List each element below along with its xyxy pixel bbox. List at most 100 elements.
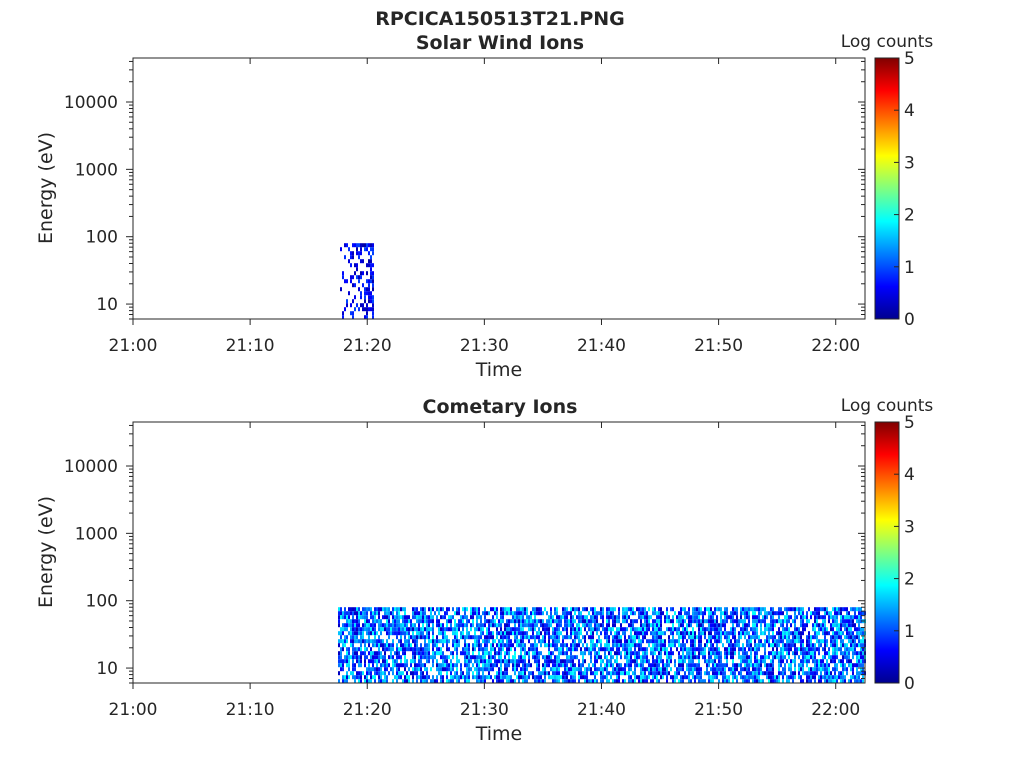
heatmap-cell bbox=[420, 647, 422, 652]
heatmap-cell bbox=[402, 627, 404, 632]
heatmap-cell bbox=[502, 611, 504, 616]
heatmap-cell bbox=[656, 623, 658, 628]
heatmap-cell bbox=[852, 615, 854, 620]
heatmap-cell bbox=[442, 643, 444, 648]
heatmap-cell bbox=[820, 623, 822, 628]
heatmap-cell bbox=[790, 615, 792, 620]
heatmap-cell bbox=[358, 631, 360, 636]
heatmap-cell bbox=[344, 639, 346, 644]
heatmap-cell bbox=[398, 675, 400, 680]
heatmap-cell bbox=[456, 659, 458, 664]
heatmap-cell bbox=[448, 615, 450, 620]
heatmap-cell bbox=[702, 619, 704, 624]
heatmap-cell bbox=[572, 655, 574, 660]
heatmap-cell bbox=[602, 647, 604, 652]
heatmap-cell bbox=[726, 631, 728, 636]
heatmap-cell bbox=[380, 627, 382, 632]
heatmap-cell bbox=[372, 655, 374, 660]
heatmap-cell bbox=[466, 651, 468, 656]
heatmap-cell bbox=[608, 619, 610, 624]
heatmap-cell bbox=[684, 655, 686, 660]
heatmap-cell bbox=[714, 623, 716, 628]
heatmap-cell bbox=[734, 675, 736, 680]
heatmap-cell bbox=[706, 619, 708, 624]
heatmap-cell bbox=[642, 651, 644, 656]
heatmap-cell bbox=[466, 659, 468, 664]
heatmap-cell bbox=[664, 663, 666, 668]
heatmap-cell bbox=[630, 679, 632, 683]
heatmap-cell bbox=[814, 655, 816, 660]
heatmap-cell bbox=[436, 663, 438, 668]
heatmap-cell bbox=[684, 611, 686, 616]
heatmap-cell bbox=[414, 655, 416, 660]
heatmap-cell bbox=[646, 667, 648, 672]
heatmap-cell bbox=[658, 615, 660, 620]
heatmap-cell bbox=[456, 671, 458, 676]
heatmap-cell bbox=[370, 243, 372, 248]
heatmap-cell bbox=[620, 635, 622, 640]
heatmap-cell bbox=[584, 619, 586, 624]
heatmap-cell bbox=[708, 611, 710, 616]
heatmap-cell bbox=[658, 651, 660, 656]
heatmap-cell bbox=[634, 647, 636, 652]
heatmap-cell bbox=[548, 643, 550, 648]
heatmap-cell bbox=[714, 611, 716, 616]
heatmap-cell bbox=[574, 635, 576, 640]
heatmap-cell bbox=[786, 647, 788, 652]
heatmap-cell bbox=[508, 643, 510, 648]
heatmap-cell bbox=[794, 655, 796, 660]
heatmap-cell bbox=[802, 639, 804, 644]
heatmap-cell bbox=[540, 639, 542, 644]
heatmap-cell bbox=[628, 663, 630, 668]
heatmap-cell bbox=[426, 627, 428, 632]
heatmap-cell bbox=[378, 651, 380, 656]
heatmap-cell bbox=[360, 651, 362, 656]
heatmap-cell bbox=[418, 655, 420, 660]
heatmap-cell bbox=[338, 655, 340, 660]
heatmap-cell bbox=[504, 627, 506, 632]
heatmap-cell bbox=[426, 679, 428, 683]
heatmap-cell bbox=[594, 647, 596, 652]
heatmap-cell bbox=[628, 667, 630, 672]
heatmap-cell bbox=[778, 667, 780, 672]
heatmap-cell bbox=[736, 675, 738, 680]
heatmap-cell bbox=[720, 655, 722, 660]
heatmap-cell bbox=[502, 679, 504, 683]
heatmap-cell bbox=[518, 675, 520, 680]
heatmap-cell bbox=[648, 667, 650, 672]
heatmap-cell bbox=[814, 675, 816, 680]
heatmap-cell bbox=[570, 607, 572, 612]
heatmap-cell bbox=[436, 619, 438, 624]
heatmap-cell bbox=[634, 619, 636, 624]
heatmap-cell bbox=[782, 647, 784, 652]
heatmap-cell bbox=[712, 643, 714, 648]
heatmap-cell bbox=[812, 627, 814, 632]
heatmap-cell bbox=[370, 259, 372, 264]
heatmap-cell bbox=[538, 631, 540, 636]
heatmap-cell bbox=[430, 619, 432, 624]
heatmap-cell bbox=[424, 667, 426, 672]
heatmap-cell bbox=[858, 615, 860, 620]
heatmap-cell bbox=[594, 663, 596, 668]
heatmap-cell bbox=[600, 607, 602, 612]
heatmap-cell bbox=[524, 651, 526, 656]
x-tick-label: 21:50 bbox=[694, 336, 743, 356]
heatmap-cell bbox=[822, 607, 824, 612]
heatmap-cell bbox=[440, 623, 442, 628]
plot-frame-cometary bbox=[132, 421, 866, 684]
heatmap-cell bbox=[616, 651, 618, 656]
heatmap-cell bbox=[370, 623, 372, 628]
heatmap-cell bbox=[526, 631, 528, 636]
heatmap-cell bbox=[406, 647, 408, 652]
heatmap-cell bbox=[472, 619, 474, 624]
heatmap-cell bbox=[486, 619, 488, 624]
heatmap-cell bbox=[662, 631, 664, 636]
heatmap-cell bbox=[606, 611, 608, 616]
heatmap-cell bbox=[342, 631, 344, 636]
heatmap-cell bbox=[628, 679, 630, 683]
heatmap-cell bbox=[588, 679, 590, 683]
heatmap-cell bbox=[748, 635, 750, 640]
heatmap-cell bbox=[666, 627, 668, 632]
heatmap-cell bbox=[476, 671, 478, 676]
heatmap-cell bbox=[860, 639, 862, 644]
